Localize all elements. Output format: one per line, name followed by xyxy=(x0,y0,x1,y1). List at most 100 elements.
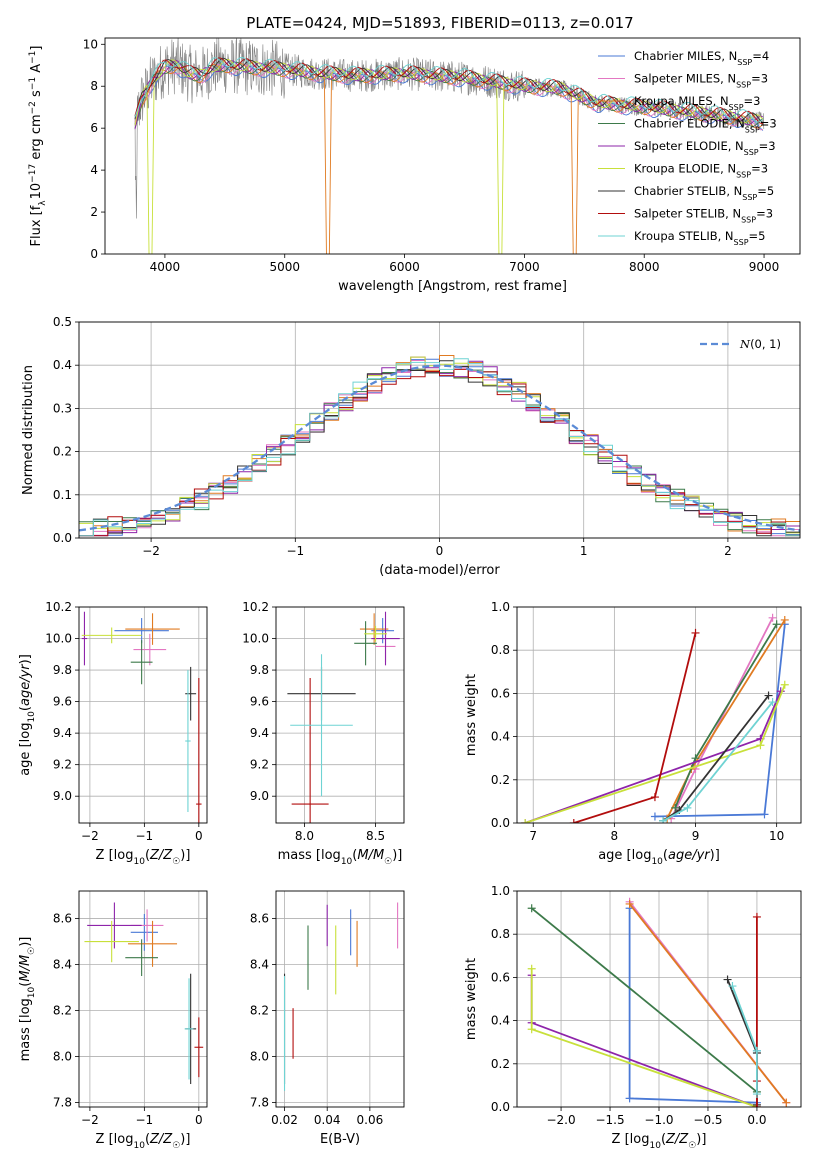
label-part: E(B-V) xyxy=(320,1132,360,1147)
plus-marker xyxy=(768,698,777,707)
label-part: mass weight xyxy=(464,674,479,756)
plot-area-massweight-vs-Z xyxy=(527,897,791,1107)
x-axis-label: Z [log10(Z/Z☉)] xyxy=(612,1132,707,1151)
label-part: Z [log xyxy=(96,1132,134,1147)
legend-name: Chabrier STELIB, N xyxy=(634,184,742,198)
label-part: −1 xyxy=(28,77,38,90)
legend-name: Kroupa MILES, N xyxy=(634,94,729,108)
legend-count: =3 xyxy=(751,162,768,176)
y-tick-label: 9.4 xyxy=(53,726,72,740)
plus-marker xyxy=(756,741,765,750)
legend-sub: SSP xyxy=(741,215,756,224)
legend-count: =3 xyxy=(760,117,777,131)
residual-histogram-8 xyxy=(79,358,800,537)
label-part: ( xyxy=(18,706,33,711)
x-axis-label: mass [log10(M/M☉)] xyxy=(278,848,403,867)
label-part: age [log xyxy=(598,848,651,863)
label-part: ☉ xyxy=(688,1141,696,1151)
legend-name: Chabrier ELODIE, N xyxy=(634,117,745,131)
y-tick-label: 0.5 xyxy=(53,315,72,329)
plus-marker xyxy=(521,819,530,823)
y-tick-label: 2 xyxy=(90,205,98,219)
axes-massweight-vs-Z: −2.0 −1.5 −1.0 −0.5 0.0 0.0 0.2 0.4 0.6 0.8 1.0 Z [… xyxy=(464,884,802,1151)
x-tick-label: −1.5 xyxy=(595,1113,624,1127)
legend-sub: SSP xyxy=(742,193,757,202)
y-tick-label: 0.0 xyxy=(53,531,72,545)
x-tick-label: 2 xyxy=(724,544,732,558)
plus-marker xyxy=(752,1090,761,1099)
label-part: ☉ xyxy=(172,857,180,867)
plus-marker xyxy=(683,803,692,812)
legend-name: Salpeter MILES, N xyxy=(634,72,736,86)
x-tick-label: 0 xyxy=(195,829,203,843)
legend-count: =3 xyxy=(756,207,773,221)
x-axis-label: wavelength [Angstrom, rest frame] xyxy=(338,279,567,294)
legend-sub: SSP xyxy=(744,148,759,157)
x-tick-label: 9000 xyxy=(749,260,780,274)
plus-marker xyxy=(752,912,761,921)
plus-marker xyxy=(782,1098,791,1107)
plus-marker xyxy=(527,1025,536,1034)
label-part: A xyxy=(29,64,44,77)
axes-spectrum: 4000 5000 6000 7000 8000 9000 0 2 4 6 8 10 wavelengt… xyxy=(28,37,801,294)
y-tick-label: 0.2 xyxy=(491,773,510,787)
mass-weight-line-4 xyxy=(524,690,782,823)
label-part: )] xyxy=(180,848,190,863)
legend-count: =4 xyxy=(752,49,769,63)
label-part: Flux [f xyxy=(29,205,44,246)
label-part: 10 xyxy=(29,183,44,200)
y-tick-label: 8.0 xyxy=(250,1049,269,1063)
x-tick-label: 1 xyxy=(580,544,588,558)
gaussian-reference-line xyxy=(79,364,800,532)
plus-marker xyxy=(780,680,789,689)
legend-entry: Salpeter MILES, NSSP=3 xyxy=(634,72,768,90)
axes-age-vs-Z: −2 −1 09.09.29.49.69.810.010.2Z [log10(Z/Z… xyxy=(18,600,208,867)
axes-frame xyxy=(516,890,802,1108)
plots-layer: 4000 5000 6000 7000 8000 90000246810wavelengt… xyxy=(18,37,802,1151)
legend-count: =3 xyxy=(751,72,768,86)
y-tick-label: 10.2 xyxy=(242,600,269,614)
y-tick-label: 8 xyxy=(90,79,98,93)
mass-weight-line-7 xyxy=(573,632,697,823)
x-tick-label: −1 xyxy=(136,1113,154,1127)
model-spectrum-salpeter-stelib xyxy=(134,57,763,125)
legend-name: Kroupa ELODIE, N xyxy=(634,162,736,176)
label-part: )] xyxy=(696,1132,706,1147)
legend-entry: Kroupa STELIB, NSSP=5 xyxy=(634,229,765,247)
axes-age-vs-mass: 8.0 8.5 9.0 9.2 9.4 9.6 9.8 10.0 10.2 mass [log10… xyxy=(242,600,405,867)
label-part: ( xyxy=(661,1132,666,1147)
legend-entry-gaussian: N(0, 1) xyxy=(739,337,781,351)
y-tick-label: 9.0 xyxy=(250,789,269,803)
x-tick-label: −0.5 xyxy=(693,1113,722,1127)
plus-marker xyxy=(650,793,659,802)
y-tick-label: 9.4 xyxy=(250,726,269,740)
y-tick-label: 8.2 xyxy=(53,1003,72,1017)
mass-weight-line-5 xyxy=(530,968,758,1107)
label-part: 10 xyxy=(341,857,353,867)
plus-marker xyxy=(527,904,536,913)
mass-weight-line-2 xyxy=(628,903,788,1104)
plot-area-age-vs-mass xyxy=(287,611,400,823)
y-tick-label: 4 xyxy=(90,163,98,177)
plus-marker xyxy=(752,1046,761,1055)
y-tick-label: 0.0 xyxy=(491,1100,510,1114)
model-spectrum-kroupa-stelib xyxy=(134,57,764,123)
label-part: M/M xyxy=(357,848,384,863)
y-tick-label: 1.0 xyxy=(491,884,510,898)
y-tick-label: 9.2 xyxy=(53,758,72,772)
x-tick-label: 0 xyxy=(195,1113,203,1127)
x-tick-label: −1 xyxy=(136,829,154,843)
legend-entry: Salpeter STELIB, NSSP=3 xyxy=(634,207,773,225)
plus-marker xyxy=(768,613,777,622)
label-part: ☉ xyxy=(27,947,37,955)
y-tick-label: 1.0 xyxy=(491,600,510,614)
label-part: Normed distribution xyxy=(21,365,36,495)
label-part: age/yr xyxy=(18,663,33,706)
y-axis-label: mass weight xyxy=(464,958,479,1040)
y-tick-label: 9.8 xyxy=(250,663,269,677)
y-axis-label: mass weight xyxy=(464,674,479,756)
axes-mass-vs-EBV: 0.02 0.04 0.06 7.8 8.0 8.2 8.4 8.6 E(B-V) xyxy=(250,890,405,1147)
plus-marker xyxy=(569,819,578,823)
